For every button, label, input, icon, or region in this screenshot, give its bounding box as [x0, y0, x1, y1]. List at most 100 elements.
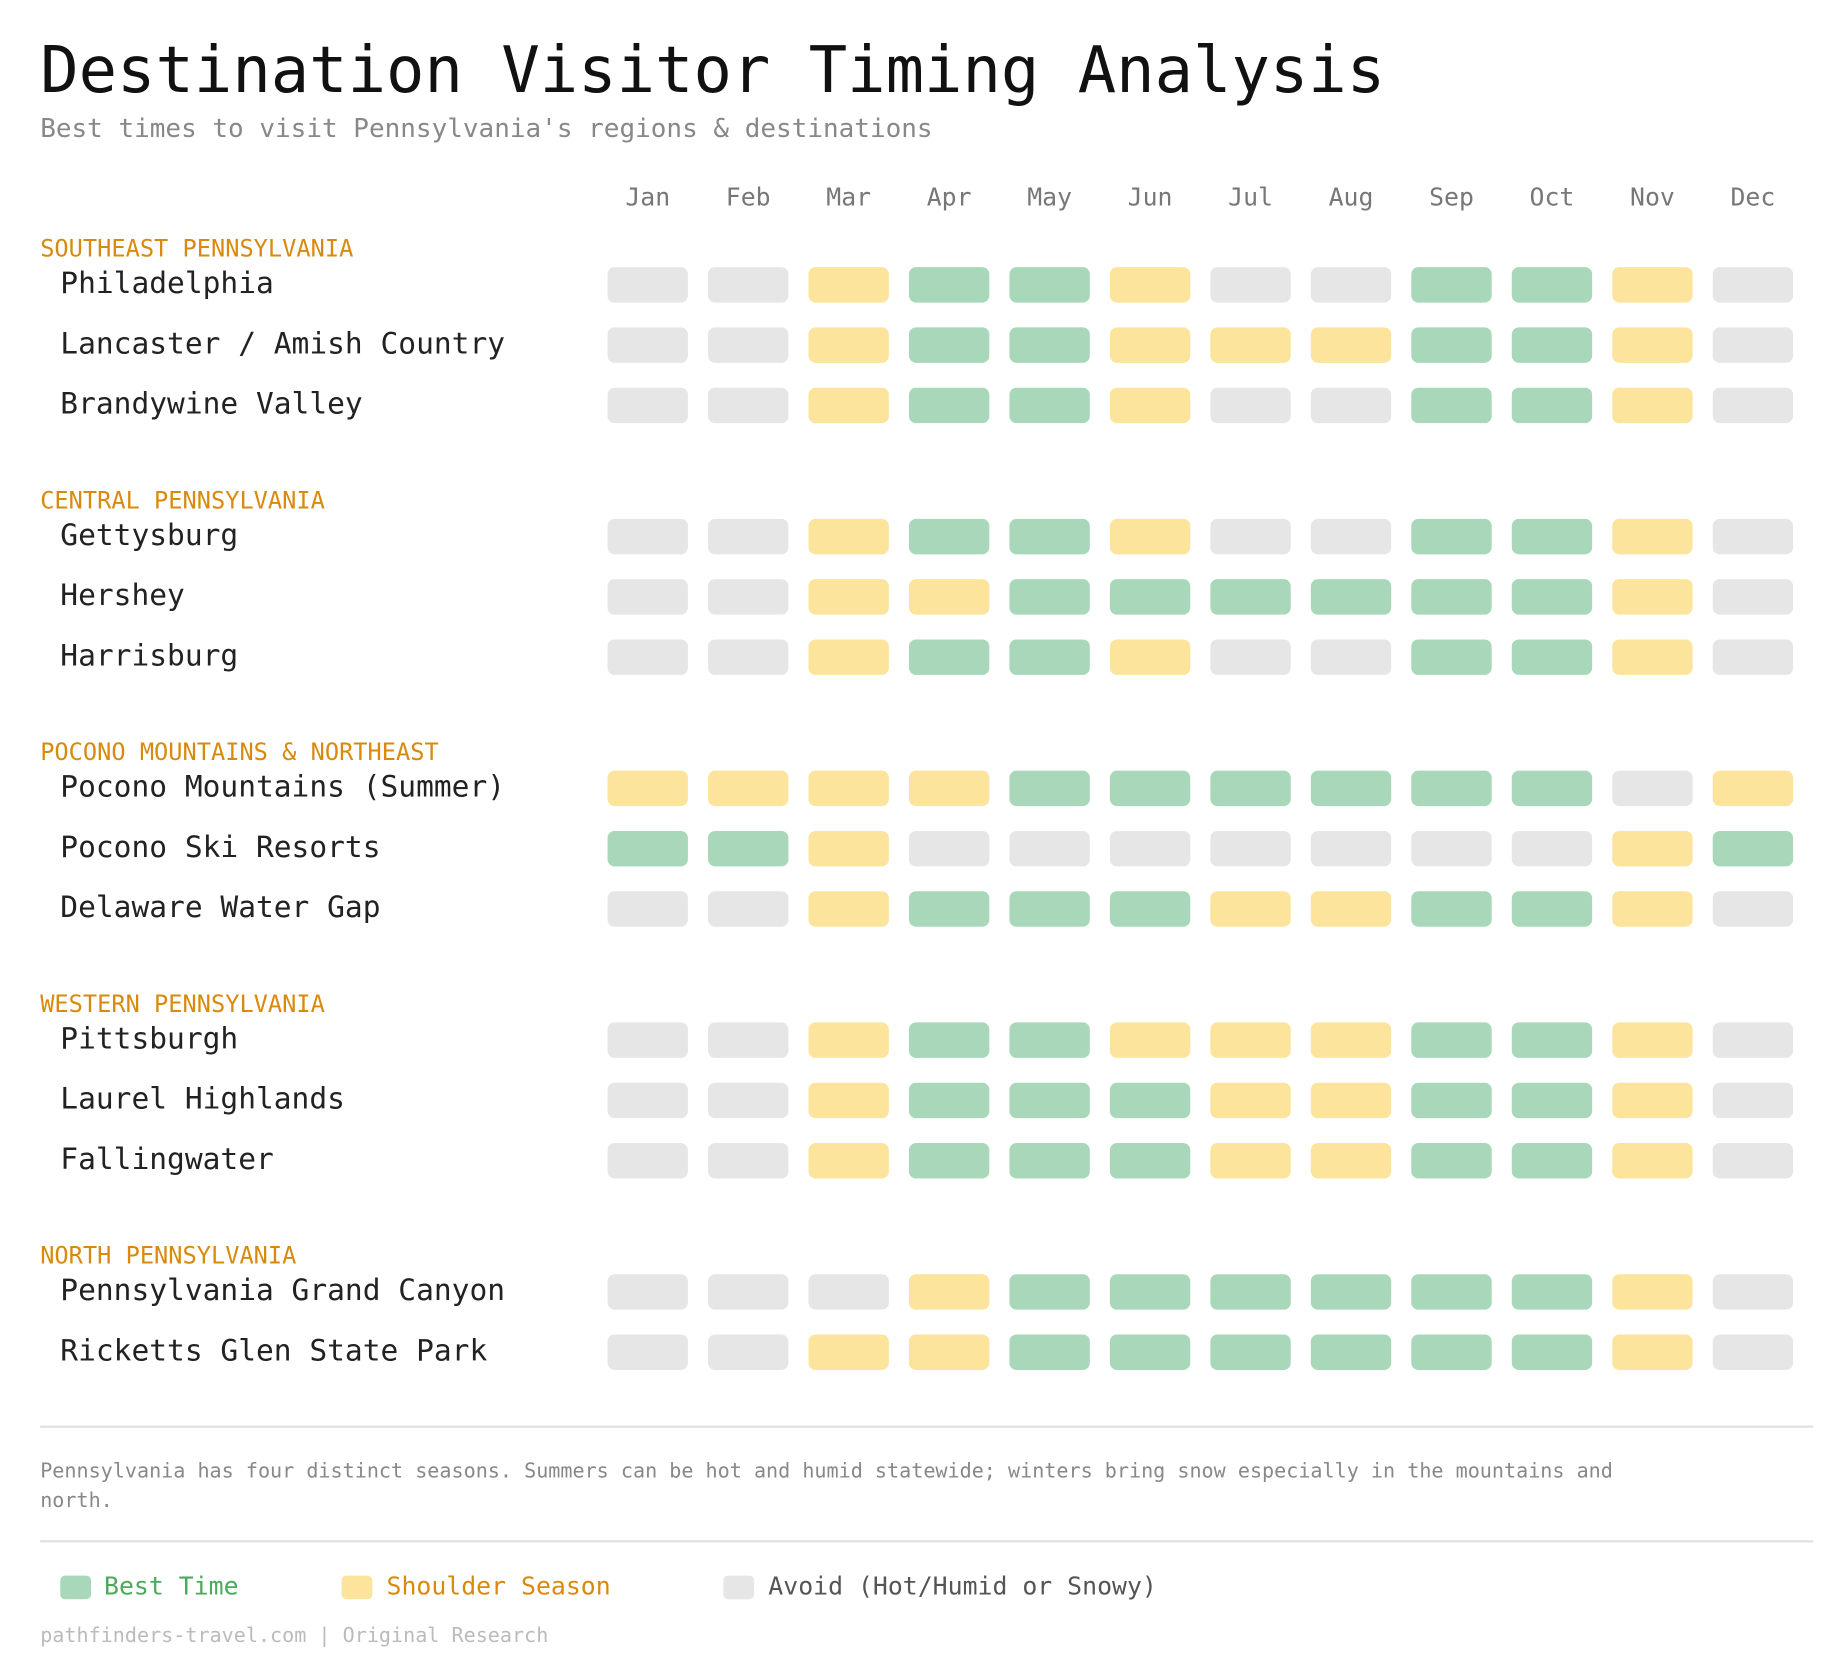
timing-cell: [1109, 1334, 1191, 1370]
timing-cell: [908, 1082, 990, 1119]
timing-cell: [808, 267, 889, 303]
timing-cell: [1210, 327, 1291, 363]
timing-cell: [1511, 770, 1593, 807]
timing-cell: [607, 1334, 688, 1370]
timing-cell: [1712, 1334, 1794, 1370]
month-label: May: [1027, 183, 1073, 212]
timing-cell: [708, 1022, 789, 1058]
timing-cell: [808, 891, 889, 927]
destination-label: Gettysburg: [60, 517, 239, 552]
timing-cell: [607, 830, 688, 867]
timing-cell: [708, 579, 789, 615]
month-label: Dec: [1730, 183, 1776, 212]
timing-cell: [1612, 1022, 1693, 1058]
subtitle: Best times to visit Pennsylvania's regio…: [40, 114, 933, 145]
timing-cell: [1210, 518, 1291, 555]
timing-cell: [908, 1142, 990, 1179]
timing-cell: [1511, 579, 1593, 615]
timing-cell: [607, 1022, 688, 1058]
timing-cell: [1009, 770, 1090, 807]
legend-label: Best Time: [104, 1572, 239, 1601]
timing-cell: [1511, 891, 1593, 927]
legend-swatch: [723, 1575, 755, 1600]
month-label: Nov: [1630, 183, 1675, 212]
timing-cell: [1411, 1334, 1492, 1370]
timing-cell: [1712, 639, 1794, 675]
timing-cell: [607, 639, 688, 675]
timing-cell: [1109, 327, 1191, 363]
timing-cell: [1109, 1274, 1191, 1310]
timing-cell: [1109, 579, 1191, 615]
timing-cell: [1511, 327, 1593, 363]
timing-cell: [1411, 1022, 1492, 1058]
timing-cell: [1511, 267, 1593, 303]
destination-label: Lancaster / Amish Country: [60, 326, 506, 361]
month-label: Apr: [926, 183, 972, 212]
timing-cell: [1310, 639, 1392, 675]
timing-cell: [1511, 1142, 1593, 1179]
timing-cell: [1109, 891, 1191, 927]
timing-cell: [808, 518, 889, 555]
timing-cell: [1310, 518, 1392, 555]
timing-cell: [607, 770, 688, 807]
timing-cell: [1411, 267, 1492, 303]
timing-cell: [808, 387, 889, 424]
timing-cell: [1712, 1274, 1794, 1310]
timing-cell: [1009, 830, 1090, 867]
timing-cell: [1511, 387, 1593, 424]
timing-cell: [1712, 267, 1794, 303]
destination-label: Pennsylvania Grand Canyon: [60, 1273, 506, 1308]
timing-cell: [908, 770, 990, 807]
timing-cell: [1210, 1334, 1291, 1370]
timing-cell: [1411, 579, 1492, 615]
timing-cell: [1109, 518, 1191, 555]
timing-cell: [1009, 1022, 1090, 1058]
timing-cell: [1210, 639, 1291, 675]
timing-cell: [708, 639, 789, 675]
timing-cell: [1411, 327, 1492, 363]
timing-cell: [808, 830, 889, 867]
timing-cell: [607, 1082, 688, 1119]
timing-cell: [708, 518, 789, 555]
timing-cell: [1210, 1142, 1291, 1179]
timing-cell: [908, 1334, 990, 1370]
timing-cell: [1612, 1274, 1693, 1310]
legend-label: Avoid (Hot/Humid or Snowy): [768, 1572, 1157, 1601]
timing-cell: [808, 327, 889, 363]
timing-cell: [908, 518, 990, 555]
timing-cell: [908, 579, 990, 615]
timing-cell: [1511, 1022, 1593, 1058]
timing-cell: [708, 267, 789, 303]
timing-cell: [908, 267, 990, 303]
timing-cell: [708, 830, 789, 867]
destination-label: Laurel Highlands: [60, 1081, 345, 1116]
destination-label: Delaware Water Gap: [60, 890, 381, 925]
timing-cell: [607, 579, 688, 615]
destination-label: Pittsburgh: [60, 1021, 239, 1056]
timing-cell: [1310, 1334, 1392, 1370]
title: Destination Visitor Timing Analysis: [40, 33, 1386, 108]
divider: [40, 1540, 1814, 1543]
timing-cell: [1310, 579, 1392, 615]
destination-label: Brandywine Valley: [60, 386, 363, 421]
destination-label: Fallingwater: [60, 1141, 274, 1177]
timing-cell: [908, 327, 990, 363]
timing-cell: [1310, 1274, 1392, 1310]
timing-cell: [908, 1274, 990, 1310]
destination-label: Harrisburg: [60, 638, 239, 673]
month-label: Feb: [725, 183, 771, 212]
timing-cell: [1310, 387, 1392, 424]
month-label: Oct: [1529, 183, 1575, 212]
month-label: Sep: [1429, 183, 1474, 212]
timing-cell: [1109, 639, 1191, 675]
timing-cell: [1712, 579, 1794, 615]
timing-cell: [1009, 518, 1090, 555]
timing-cell: [1612, 518, 1693, 555]
timing-cell: [1210, 1274, 1291, 1310]
timing-cell: [1411, 830, 1492, 867]
month-label: Jul: [1228, 183, 1273, 212]
month-label: Jun: [1127, 183, 1173, 212]
timing-cell: [1009, 267, 1090, 303]
region-header: SOUTHEAST PENNSYLVANIA: [40, 234, 354, 263]
timing-cell: [1210, 267, 1291, 303]
